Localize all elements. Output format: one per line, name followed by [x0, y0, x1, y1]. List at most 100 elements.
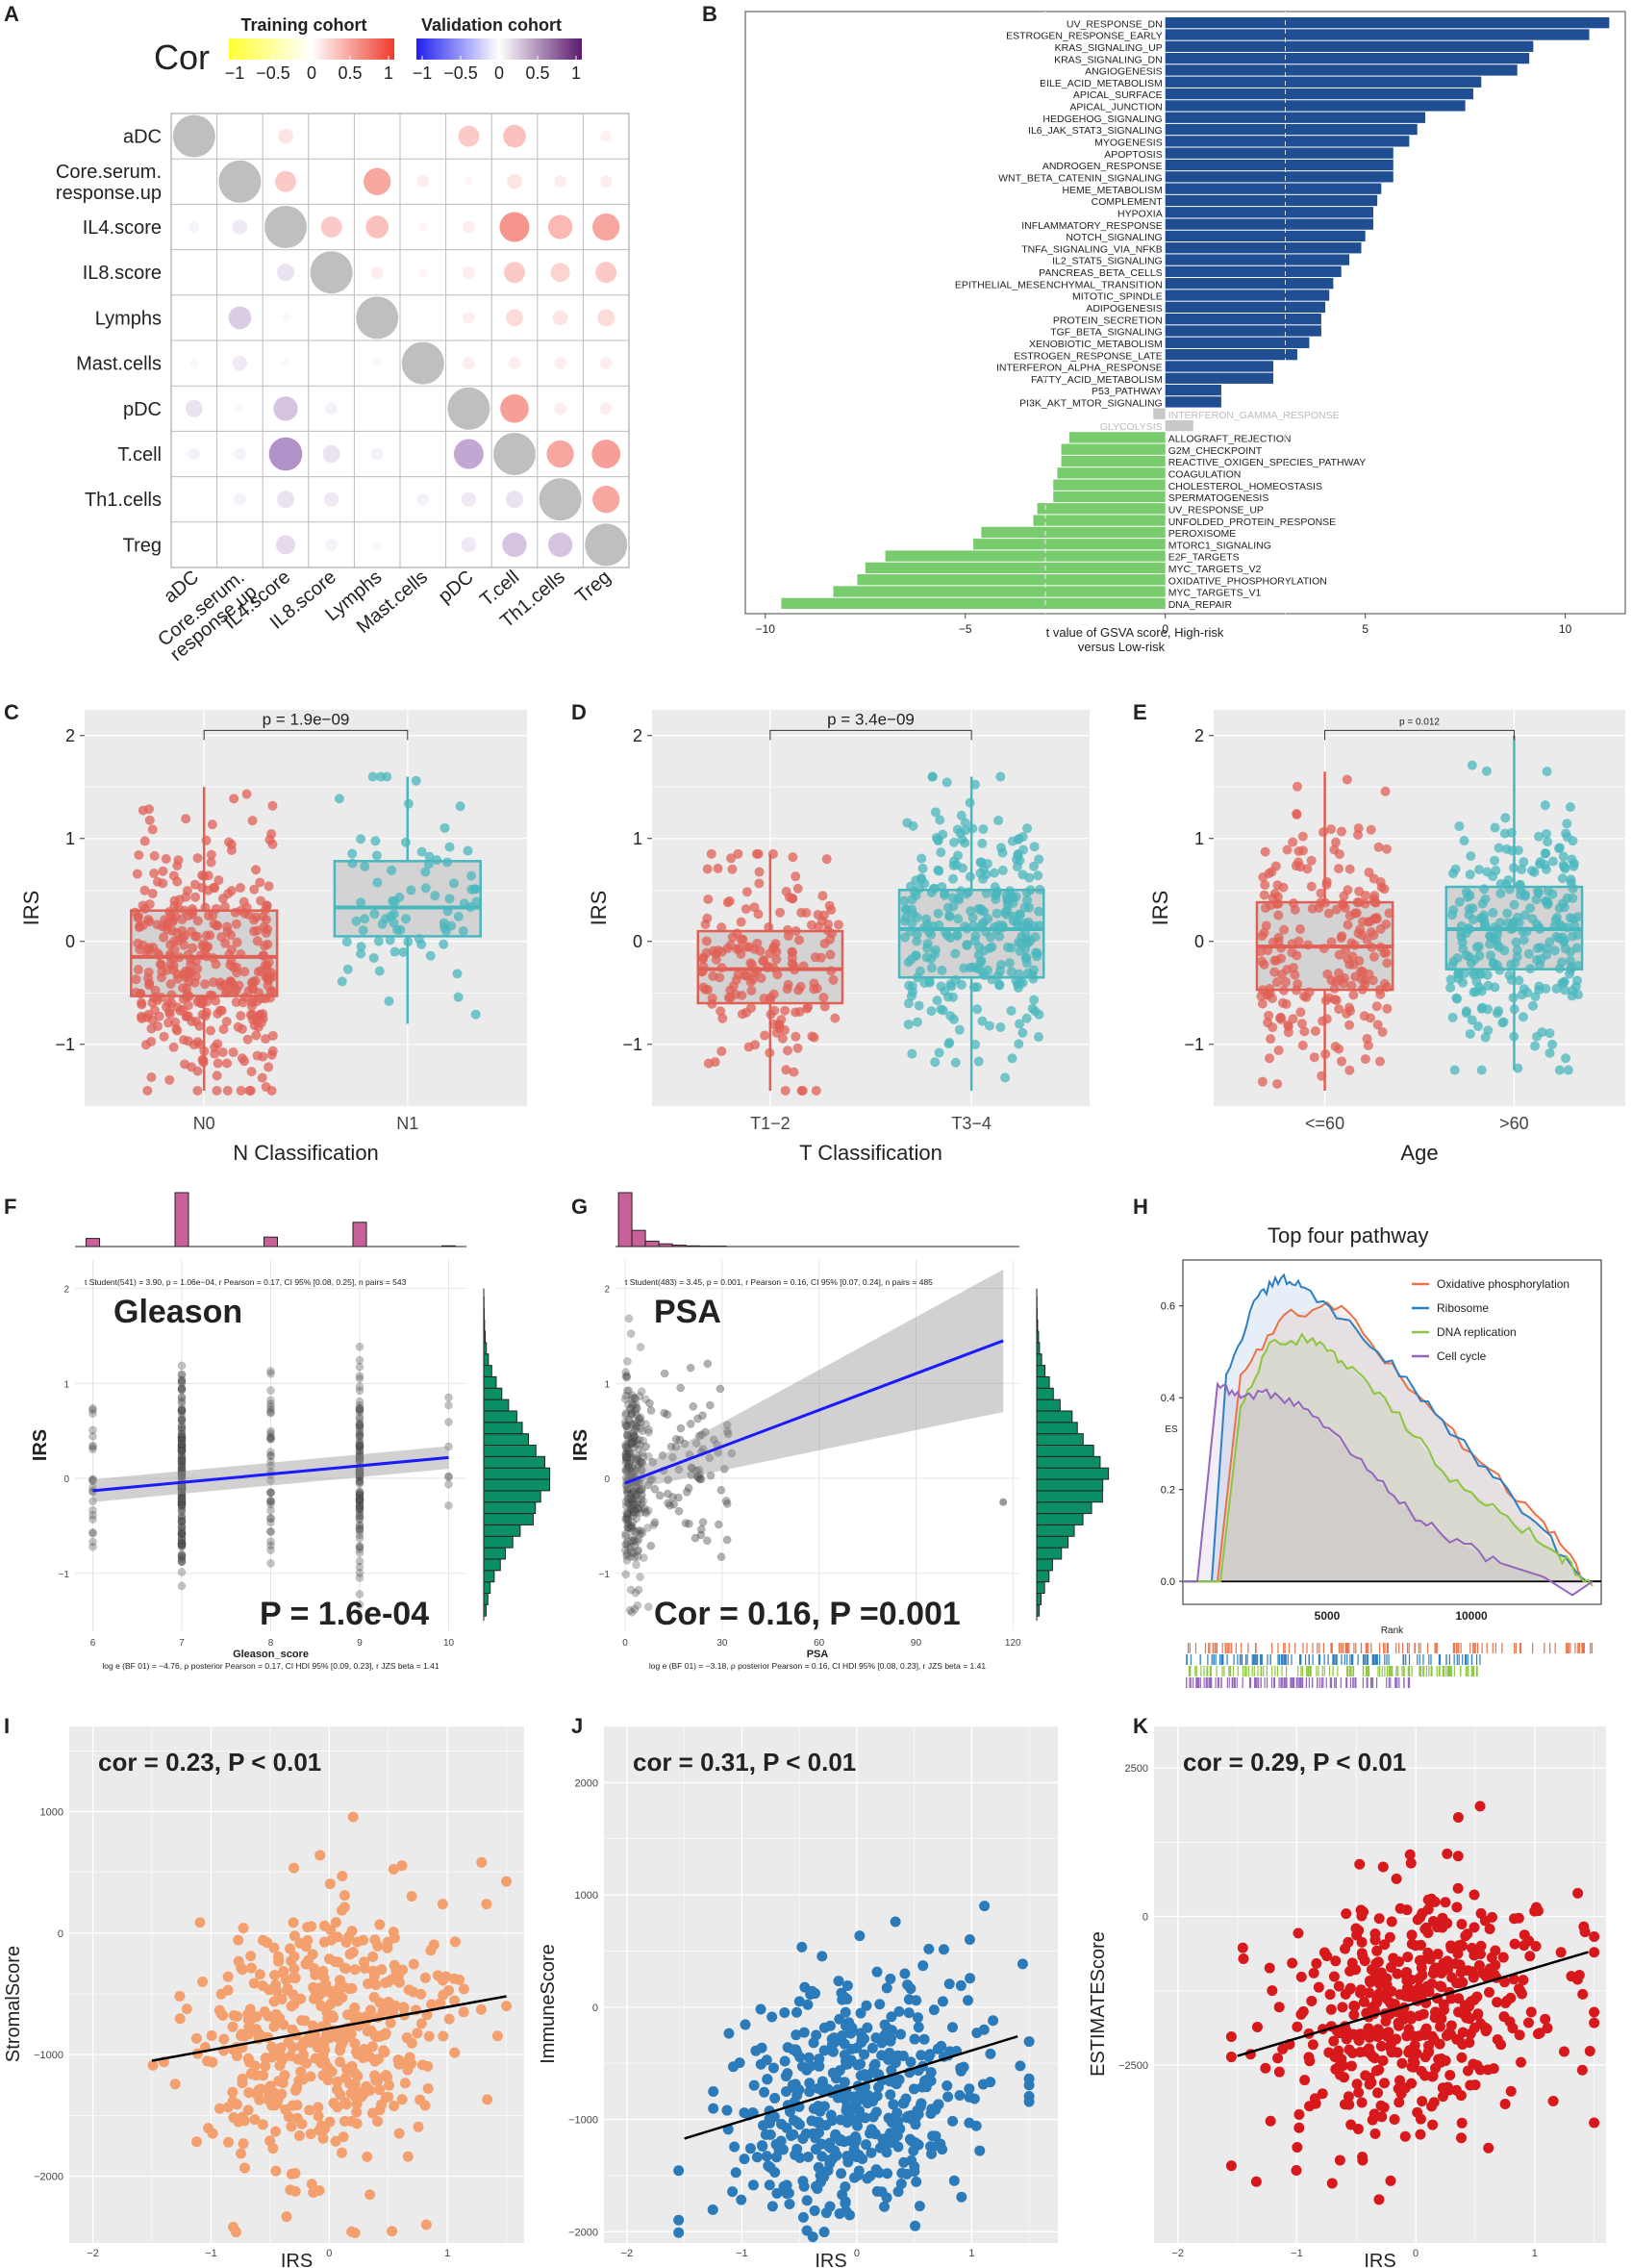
bar-label: PROTEIN_SECRETION	[1053, 315, 1163, 326]
y-tick-label: 2	[1194, 726, 1204, 745]
data-point	[628, 1399, 637, 1408]
data-point	[177, 1506, 187, 1515]
data-point	[1427, 2119, 1439, 2130]
data-point	[1472, 2008, 1484, 2020]
data-point	[637, 1495, 646, 1504]
data-point	[271, 1985, 283, 1997]
data-point	[1023, 2090, 1035, 2102]
data-point	[330, 2135, 341, 2147]
data-point	[637, 1418, 645, 1427]
data-point	[1405, 1857, 1417, 1869]
data-point	[270, 2165, 282, 2177]
data-point	[268, 2021, 280, 2032]
data-point	[355, 1404, 364, 1414]
data-point	[1494, 843, 1504, 853]
data-point	[1372, 1020, 1383, 1030]
data-point	[177, 1441, 187, 1449]
data-point	[351, 916, 362, 926]
data-point	[177, 1540, 187, 1550]
data-point	[355, 1478, 364, 1487]
data-point	[1479, 2022, 1491, 2033]
data-point	[646, 1541, 656, 1550]
data-point	[636, 1573, 644, 1581]
data-point	[88, 1528, 97, 1537]
data-point	[1363, 2023, 1374, 2034]
data-point	[933, 908, 943, 919]
data-point	[1516, 2056, 1527, 2068]
data-point	[1462, 2065, 1473, 2077]
data-point	[1450, 2084, 1462, 2096]
data-point	[881, 2192, 892, 2204]
data-point	[624, 1499, 633, 1508]
data-point	[627, 1490, 637, 1499]
data-point	[621, 1458, 630, 1467]
bar	[1165, 242, 1362, 254]
data-point	[623, 1515, 632, 1524]
data-point	[324, 1878, 336, 1890]
data-point	[824, 2157, 836, 2169]
data-point	[1304, 987, 1315, 997]
bar	[781, 597, 1166, 609]
data-point	[248, 984, 259, 995]
data-point	[1535, 960, 1545, 970]
data-point	[634, 1498, 642, 1506]
data-point	[1540, 860, 1550, 870]
data-point	[144, 815, 155, 825]
data-point	[634, 1546, 643, 1555]
data-point	[741, 904, 751, 915]
data-point	[900, 904, 911, 915]
data-point	[1435, 2021, 1446, 2032]
heatmap-dot	[325, 402, 338, 416]
data-point	[1569, 858, 1579, 869]
data-point	[1264, 1962, 1275, 1974]
heatmap-dot	[278, 128, 293, 144]
data-point	[1369, 1928, 1381, 1940]
data-point	[180, 966, 190, 976]
data-point	[1267, 1985, 1278, 1997]
data-point	[177, 1491, 187, 1500]
data-point	[626, 1329, 636, 1338]
data-point	[1364, 2043, 1375, 2054]
data-point	[1475, 1940, 1487, 1952]
data-point	[1568, 883, 1578, 894]
heatmap-dot	[277, 264, 294, 282]
data-point	[158, 866, 168, 876]
panel-letter-H: H	[1133, 1195, 1148, 1219]
data-point	[173, 935, 184, 945]
data-point	[177, 1483, 187, 1493]
data-point	[711, 954, 721, 965]
data-point	[985, 932, 995, 943]
data-point	[1573, 1969, 1585, 1980]
data-point	[197, 1976, 209, 1987]
data-point	[305, 2129, 316, 2140]
data-point	[979, 917, 990, 927]
data-point	[475, 2003, 487, 2015]
data-point	[1290, 970, 1300, 980]
data-point	[285, 2184, 296, 2196]
data-point	[769, 1005, 780, 1016]
data-point	[180, 905, 190, 916]
data-point	[1020, 953, 1031, 964]
data-point	[177, 1406, 187, 1415]
data-point	[466, 870, 477, 881]
data-point	[1293, 2122, 1305, 2133]
data-point	[177, 1426, 187, 1435]
data-point	[177, 1461, 187, 1470]
data-point	[1017, 869, 1028, 880]
bar	[1165, 254, 1350, 265]
data-point	[355, 1494, 364, 1503]
data-point	[1452, 1948, 1464, 1959]
data-point	[1344, 864, 1355, 874]
data-point	[1404, 1849, 1416, 1860]
data-point	[626, 1449, 635, 1458]
data-point	[994, 966, 1005, 976]
bar-label: FATTY_ACID_METABOLISM	[1031, 374, 1163, 386]
data-point	[723, 1426, 732, 1436]
data-point	[1334, 1044, 1344, 1054]
data-point	[633, 1552, 642, 1561]
data-point	[202, 2055, 213, 2067]
data-point	[355, 1503, 364, 1512]
data-point	[402, 2151, 414, 2162]
data-point	[623, 1445, 632, 1454]
data-point	[632, 1436, 641, 1445]
